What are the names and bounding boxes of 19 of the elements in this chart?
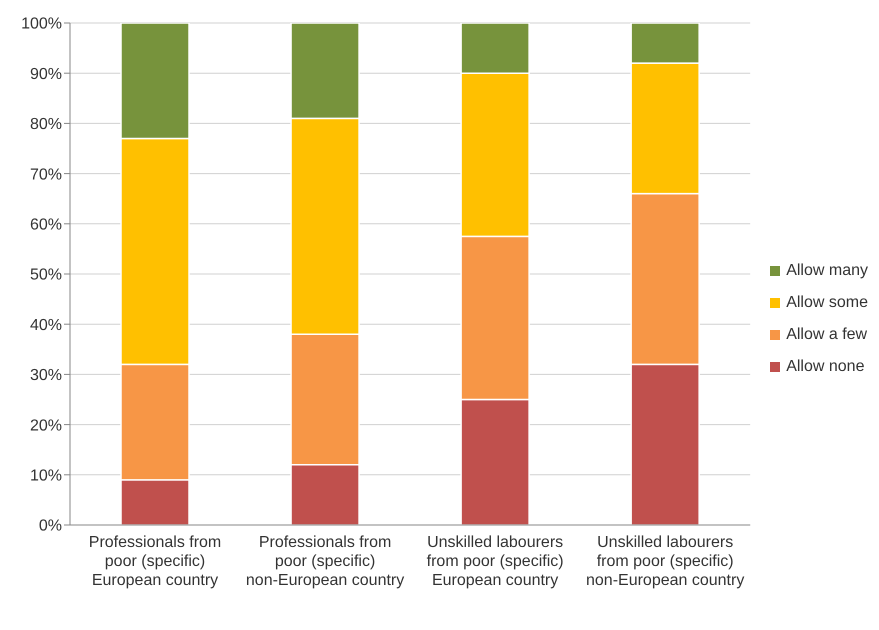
x-tick-label: Professionals from poor (specific) non-European country xyxy=(246,534,404,589)
x-tick-label: Unskilled labourers from poor (specific) non-European country xyxy=(586,534,744,589)
y-tick-label: 20% xyxy=(30,417,62,434)
y-tick-label: 40% xyxy=(30,316,62,334)
y-tick-label: 10% xyxy=(30,467,62,484)
y-tick-label: 30% xyxy=(30,367,62,384)
y-tick-label: 0% xyxy=(38,518,62,535)
y-tick-label: 60% xyxy=(30,216,62,234)
legend-label: Allow many xyxy=(786,262,868,280)
legend-label: Allow a few xyxy=(786,326,868,344)
y-tick-label: 50% xyxy=(30,266,62,284)
y-tick-label: 90% xyxy=(30,66,62,83)
x-tick-label: Professionals from poor (specific) European country xyxy=(88,534,222,589)
y-tick-label: 80% xyxy=(30,116,62,134)
y-tick-label: 100% xyxy=(21,16,62,33)
y-tick-label: 70% xyxy=(30,166,62,184)
legend-label: Allow some xyxy=(786,294,868,312)
x-tick-label: Unskilled labourers from poor (specific) European country xyxy=(426,534,564,589)
legend-label: Allow none xyxy=(786,358,864,376)
